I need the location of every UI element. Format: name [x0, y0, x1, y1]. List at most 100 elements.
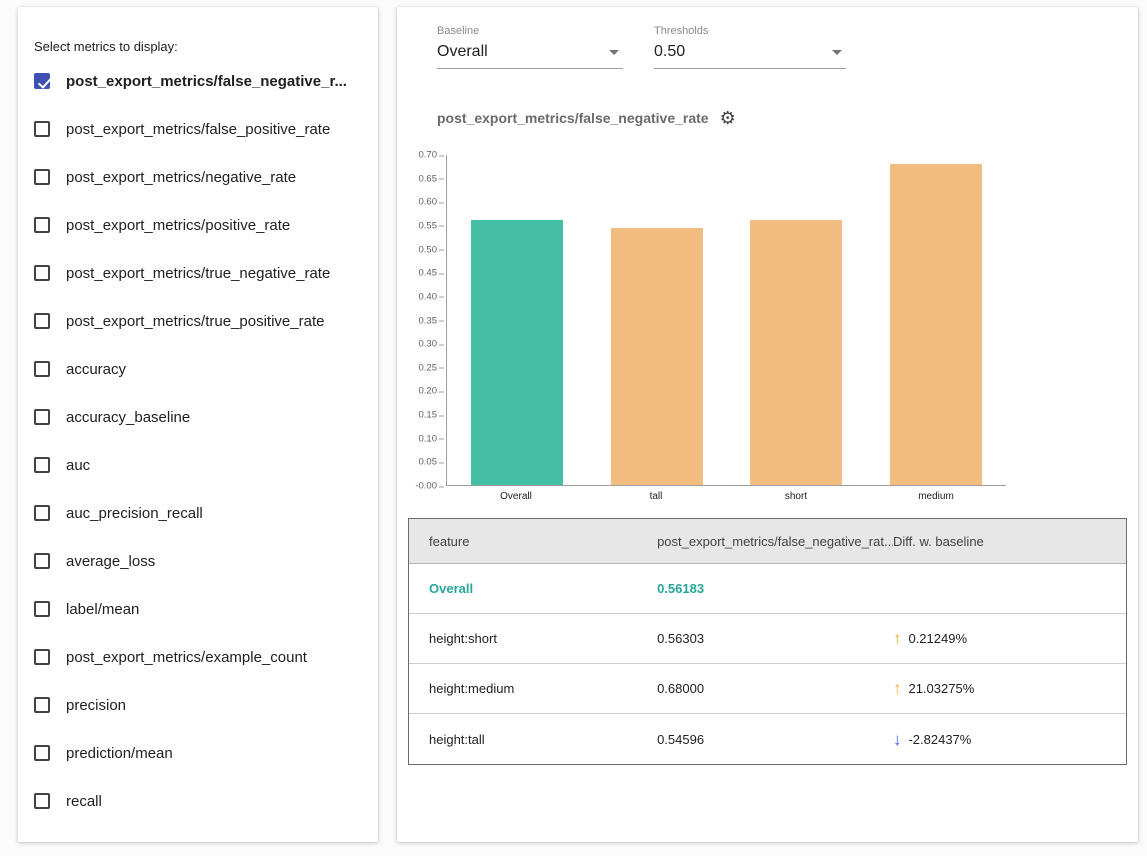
y-tick-label: 0.35	[419, 315, 438, 326]
metric-checkbox-item[interactable]: prediction/mean	[34, 729, 372, 777]
col-header-diff: Diff. w. baseline	[893, 519, 1126, 563]
table-header-row: feature post_export_metrics/false_negati…	[409, 519, 1126, 564]
metric-checkbox-item[interactable]: label/mean	[34, 585, 372, 633]
metric-checkbox[interactable]	[34, 361, 50, 377]
metric-label: post_export_metrics/example_count	[66, 649, 307, 666]
metric-list: post_export_metrics/false_negative_r... …	[34, 57, 372, 825]
metric-checkbox[interactable]	[34, 649, 50, 665]
metric-checkbox-item[interactable]: post_export_metrics/negative_rate	[34, 153, 372, 201]
metric-checkbox-item[interactable]: auc_precision_recall	[34, 489, 372, 537]
metric-checkbox[interactable]	[34, 601, 50, 617]
diff-arrow-icon: ↑	[893, 680, 902, 697]
chevron-down-icon	[832, 50, 842, 55]
chevron-down-icon	[609, 50, 619, 55]
diff-cell: ↑ 21.03275%	[893, 664, 1126, 713]
metric-label: post_export_metrics/true_negative_rate	[66, 265, 330, 282]
thresholds-select-label: Thresholds	[654, 25, 846, 37]
bar-medium[interactable]	[866, 155, 1006, 485]
metric-label: recall	[66, 793, 102, 810]
metric-checkbox-item[interactable]: accuracy	[34, 345, 372, 393]
y-tick-label: 0.25	[419, 362, 438, 373]
bar-short[interactable]	[727, 155, 867, 485]
metric-checkbox[interactable]	[34, 313, 50, 329]
metric-checkbox[interactable]	[34, 793, 50, 809]
y-tick-label: 0.55	[419, 220, 438, 231]
baseline-select[interactable]: Baseline Overall	[437, 25, 623, 69]
metric-value-cell: 0.68000	[657, 664, 893, 713]
feature-cell: height:short	[409, 614, 657, 663]
metric-checkbox-item[interactable]: average_loss	[34, 537, 372, 585]
bar-list	[447, 155, 1006, 485]
plot-area	[446, 155, 1006, 486]
diff-value: 21.03275%	[908, 681, 974, 696]
metric-checkbox[interactable]	[34, 265, 50, 281]
metric-checkbox[interactable]	[34, 121, 50, 137]
y-tick-label: 0.15	[419, 410, 438, 421]
y-tick-label: 0.50	[419, 244, 438, 255]
chart-title: post_export_metrics/false_negative_rate	[437, 110, 709, 126]
metric-label: post_export_metrics/true_positive_rate	[66, 313, 324, 330]
metric-checkbox-item[interactable]: precision	[34, 681, 372, 729]
metric-checkbox-item[interactable]: post_export_metrics/true_negative_rate	[34, 249, 372, 297]
col-header-metric: post_export_metrics/false_negative_rat..…	[657, 519, 893, 563]
table-row: Overall 0.56183	[409, 564, 1126, 614]
x-axis-label: short	[726, 491, 866, 502]
fairness-results-panel: Baseline Overall Thresholds 0.50 post_ex…	[397, 7, 1138, 842]
x-axis-label: Overall	[446, 491, 586, 502]
metric-label: precision	[66, 697, 126, 714]
metric-checkbox-item[interactable]: post_export_metrics/positive_rate	[34, 201, 372, 249]
metric-checkbox[interactable]	[34, 745, 50, 761]
y-axis: 0.700.650.600.550.500.450.400.350.300.25…	[397, 155, 445, 486]
metric-checkbox[interactable]	[34, 505, 50, 521]
metric-checkbox[interactable]	[34, 409, 50, 425]
bar-tall[interactable]	[587, 155, 727, 485]
metric-checkbox-item[interactable]: recall	[34, 777, 372, 825]
metric-checkbox-item[interactable]: accuracy_baseline	[34, 393, 372, 441]
diff-cell	[893, 564, 1126, 613]
metric-label: accuracy	[66, 361, 126, 378]
metric-checkbox-item[interactable]: post_export_metrics/true_positive_rate	[34, 297, 372, 345]
metric-checkbox-item[interactable]: auc	[34, 441, 372, 489]
metric-checkbox[interactable]	[34, 217, 50, 233]
metric-checkbox[interactable]	[34, 697, 50, 713]
metric-label: auc_precision_recall	[66, 505, 203, 522]
thresholds-select[interactable]: Thresholds 0.50	[654, 25, 846, 69]
metric-label: post_export_metrics/false_negative_r...	[66, 73, 347, 90]
table-row: height:tall 0.54596 ↓ -2.82437%	[409, 714, 1126, 764]
metric-label: prediction/mean	[66, 745, 173, 762]
metric-value-cell: 0.54596	[657, 714, 893, 764]
table-body: Overall 0.56183 height:short 0.56303 ↑ 0…	[409, 564, 1126, 764]
y-tick-label: -0.00	[415, 481, 437, 492]
x-axis-labels: Overalltallshortmedium	[446, 491, 1006, 502]
y-tick-label: 0.65	[419, 173, 438, 184]
feature-cell: height:tall	[409, 714, 657, 764]
metric-checkbox-item[interactable]: post_export_metrics/false_negative_r...	[34, 57, 372, 105]
metric-label: post_export_metrics/negative_rate	[66, 169, 296, 186]
y-tick-label: 0.30	[419, 339, 438, 350]
metrics-table: feature post_export_metrics/false_negati…	[408, 518, 1127, 765]
metric-checkbox-item[interactable]: post_export_metrics/false_positive_rate	[34, 105, 372, 153]
chart-header: post_export_metrics/false_negative_rate …	[437, 109, 736, 127]
metric-checkbox[interactable]	[34, 457, 50, 473]
metric-label: label/mean	[66, 601, 139, 618]
metric-label: average_loss	[66, 553, 155, 570]
col-header-feature: feature	[409, 519, 657, 563]
bar-overall[interactable]	[447, 155, 587, 485]
diff-value: 0.21249%	[908, 631, 967, 646]
metric-checkbox[interactable]	[34, 553, 50, 569]
metric-checkbox[interactable]	[34, 169, 50, 185]
feature-cell: Overall	[409, 564, 657, 613]
y-tick-label: 0.70	[419, 150, 438, 161]
metric-checkbox-item[interactable]: post_export_metrics/example_count	[34, 633, 372, 681]
table-row: height:medium 0.68000 ↑ 21.03275%	[409, 664, 1126, 714]
metric-checkbox[interactable]	[34, 73, 50, 89]
settings-gear-icon[interactable]: ⚙	[720, 109, 736, 127]
metric-selector-title: Select metrics to display:	[34, 39, 178, 54]
baseline-select-label: Baseline	[437, 25, 623, 37]
metric-value-cell: 0.56183	[657, 564, 893, 613]
y-tick-label: 0.60	[419, 197, 438, 208]
diff-arrow-icon: ↑	[893, 630, 902, 647]
thresholds-select-value: 0.50	[654, 43, 685, 61]
x-axis-label: medium	[866, 491, 1006, 502]
baseline-select-value: Overall	[437, 43, 488, 61]
